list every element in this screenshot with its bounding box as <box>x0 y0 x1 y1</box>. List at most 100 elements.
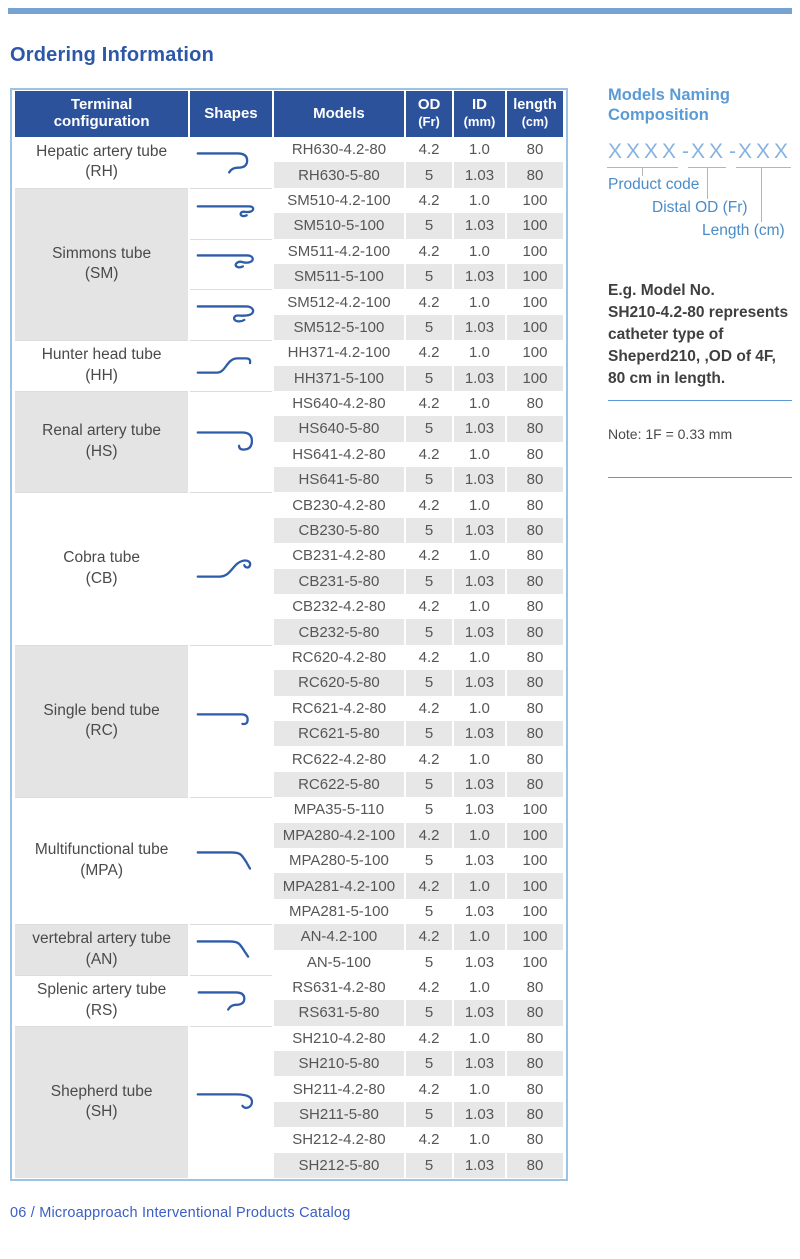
length-cell: 100 <box>506 187 563 214</box>
model-cell: HH371-5-100 <box>273 365 405 391</box>
model-cell: SM511-4.2-100 <box>273 238 405 264</box>
hs-shape-icon <box>190 390 272 493</box>
header-length-line2: (cm) <box>521 115 549 129</box>
page-footer: 06 / Microapproach Interventional Produc… <box>10 1205 351 1221</box>
page-title: Ordering Information <box>10 44 214 66</box>
od-cell: 4.2 <box>406 137 452 163</box>
od-cell: 5 <box>406 162 452 188</box>
length-cell: 80 <box>506 1152 563 1179</box>
hh-shape-icon <box>190 340 272 391</box>
length-cell: 80 <box>506 1127 563 1153</box>
od-cell: 4.2 <box>406 822 452 848</box>
length-cell: 80 <box>506 594 563 620</box>
table-row: Single bend tube (RC) RC620-4.2-80 4.2 1.0 80 <box>15 644 563 798</box>
label-distal-od: Distal OD (Fr) <box>652 199 748 216</box>
length-cell: 80 <box>506 720 563 747</box>
model-cell: CB231-4.2-80 <box>273 543 405 569</box>
length-cell: 100 <box>506 822 563 848</box>
od-cell: 5 <box>406 1000 452 1026</box>
od-cell: 5 <box>406 365 452 391</box>
note-text: Note: 1F = 0.33 mm <box>608 426 733 442</box>
naming-pattern: XXXX - XX - XXX <box>608 140 794 163</box>
header-od-line2: (Fr) <box>418 114 440 129</box>
length-cell: 80 <box>506 619 563 645</box>
id-cell: 1.0 <box>453 390 505 417</box>
table-row: SH211-5-80 5 1.03 80 <box>15 1101 563 1128</box>
od-cell: 4.2 <box>406 1127 452 1153</box>
table-row: CB231-4.2-80 4.2 1.0 80 <box>15 543 563 569</box>
id-cell: 1.03 <box>453 416 505 442</box>
terminal-config-code: (MPA) <box>80 862 123 880</box>
naming-sidebar: Models Naming Composition XXXX - XX - XX… <box>607 86 794 506</box>
id-cell: 1.0 <box>453 340 505 366</box>
table-row: HS641-5-80 5 1.03 80 <box>15 467 563 493</box>
length-cell: 100 <box>506 238 563 264</box>
table-row: Shepherd tube (SH) SH210-4.2-80 4.2 1.0 80 <box>15 1025 563 1179</box>
id-cell: 1.0 <box>453 492 505 518</box>
length-cell: 80 <box>506 695 563 721</box>
model-cell: AN-5-100 <box>273 949 405 975</box>
model-cell: MPA35-5-110 <box>273 797 405 823</box>
connector-product-code <box>642 168 643 176</box>
model-cell: MPA280-4.2-100 <box>273 822 405 848</box>
length-cell: 100 <box>506 898 563 925</box>
model-cell: HS640-5-80 <box>273 416 405 442</box>
table-row: MPA280-4.2-100 4.2 1.0 100 <box>15 822 563 848</box>
model-cell: MPA281-5-100 <box>273 898 405 925</box>
model-cell: CB230-5-80 <box>273 517 405 544</box>
id-cell: 1.03 <box>453 949 505 975</box>
terminal-config-code: (CB) <box>85 570 118 588</box>
model-cell: CB231-5-80 <box>273 568 405 595</box>
od-cell: 5 <box>406 771 452 798</box>
sidebar-heading: Models Naming Composition <box>608 86 730 124</box>
length-cell: 80 <box>506 492 563 518</box>
length-cell: 80 <box>506 137 563 163</box>
id-cell: 1.03 <box>453 898 505 925</box>
terminal-config-name: Splenic artery tube <box>36 981 167 999</box>
table-row: Hunter head tube (HH) HH371-4.2-100 4.2 1.0 1… <box>15 340 563 391</box>
model-cell: RC620-4.2-80 <box>273 644 405 671</box>
terminal-config-code: (HS) <box>85 443 118 461</box>
terminal-config-name: Shepherd tube <box>50 1082 153 1100</box>
table-row: RC622-4.2-80 4.2 1.0 80 <box>15 746 563 772</box>
terminal-config-code: (RH) <box>85 163 118 181</box>
rh-shape-icon <box>190 137 272 188</box>
terminal-config-name: Single bend tube <box>43 701 160 719</box>
terminal-config-code: (SM) <box>84 265 119 283</box>
table-row: Hepatic artery tube (RH) RH630-4.2-80 4.2 1.… <box>15 137 563 188</box>
od-cell: 4.2 <box>406 1076 452 1102</box>
table-row: Simmons tube (SM) SM510-4.2-100 4.2 1.0 100 <box>15 187 563 341</box>
terminal-config-cell: Shepherd tube (SH) <box>15 1025 189 1179</box>
col-header-models: Models <box>273 91 405 137</box>
terminal-config-name: Renal artery tube <box>42 422 162 440</box>
model-cell: SH210-5-80 <box>273 1051 405 1077</box>
od-cell: 5 <box>406 1051 452 1077</box>
model-cell: MPA280-5-100 <box>273 847 405 874</box>
od-cell: 4.2 <box>406 644 452 671</box>
id-cell: 1.0 <box>453 1025 505 1052</box>
id-cell: 1.03 <box>453 670 505 696</box>
length-cell: 100 <box>506 924 563 950</box>
table-row: MPA281-4.2-100 4.2 1.0 100 <box>15 873 563 899</box>
od-cell: 4.2 <box>406 974 452 1001</box>
length-cell: 100 <box>506 340 563 366</box>
model-cell: SM510-5-100 <box>273 213 405 239</box>
table-row: CB232-5-80 5 1.03 80 <box>15 619 563 645</box>
sm510-shape-icon <box>190 187 272 239</box>
terminal-config-code: (HH) <box>85 367 118 385</box>
table-row: AN-5-100 5 1.03 100 <box>15 949 563 975</box>
col-header-length: length (cm) <box>506 91 563 137</box>
table-row: Renal artery tube (HS) HS640-4.2-80 4.2 1.0 8… <box>15 390 563 493</box>
header-shapes: Shapes <box>204 104 258 122</box>
sidebar-divider-top <box>608 400 792 401</box>
table-row: SH210-5-80 5 1.03 80 <box>15 1051 563 1077</box>
length-cell: 80 <box>506 1101 563 1128</box>
od-cell: 4.2 <box>406 340 452 366</box>
table-row: Cobra tube (CB) CB230-4.2-80 4.2 1.0 80 <box>15 492 563 645</box>
od-cell: 5 <box>406 314 452 341</box>
od-cell: 5 <box>406 1152 452 1179</box>
example-text: E.g. Model No. SH210-4.2-80 represents c… <box>608 282 789 387</box>
terminal-config-name: vertebral artery tube <box>32 930 171 948</box>
ordering-table: Terminal configuration Shapes Models OD … <box>13 91 565 1179</box>
table-row: HS641-4.2-80 4.2 1.0 80 <box>15 441 563 468</box>
